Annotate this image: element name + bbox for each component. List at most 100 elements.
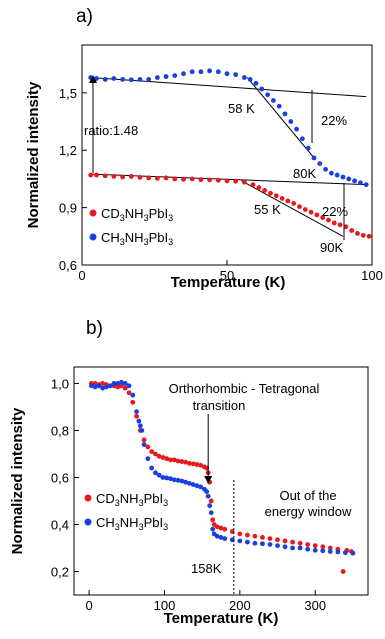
panel-b-label: b) [86, 318, 103, 339]
panel-b-point-ch3nh3pbi3 [312, 547, 318, 553]
panel-b-point-ch3nh3pbi3 [141, 442, 147, 447]
panel-b-plot-frame [73, 366, 369, 596]
panel-a-x-tick-label: 0 [78, 268, 85, 283]
panel-b-x-tick-label: 0 [85, 598, 92, 613]
panel-a-legend-label-ch: CH3NH3PbI3 [101, 230, 173, 247]
panel-a-point-ch3nh3pbi3 [94, 76, 99, 81]
panel-b-point-cd3nh3pbi3 [122, 385, 128, 391]
panel-b-transition-label-line2: transition [193, 398, 246, 413]
panel-b-legend: CD3NH3PbI3 CH3NH3PbI3 [84, 491, 168, 532]
panel-a-legend-marker-cd [89, 209, 97, 217]
panel-a-point-ch3nh3pbi3 [198, 69, 204, 75]
panel-a-point-ch3nh3pbi3 [271, 98, 276, 103]
panel-b-point-ch3nh3pbi3 [126, 383, 132, 389]
panel-b-point-cd3nh3pbi3 [222, 526, 228, 532]
panel-a-point-ch3nh3pbi3 [120, 77, 125, 82]
panel-a-point-cd3nh3pbi3 [215, 177, 221, 183]
panel-a-point-ch3nh3pbi3 [247, 77, 253, 82]
panel-a-point-ch3nh3pbi3 [317, 161, 323, 167]
panel-b-ticks: 0 100 200 300 0,2 0,4 0,6 0,8 1,0 [51, 376, 326, 613]
panel-b-point-ch3nh3pbi3 [267, 542, 273, 547]
panel-a-blue-onset-label: 58 K [228, 101, 255, 116]
panel-a-point-cd3nh3pbi3 [355, 231, 360, 236]
panel-b-point-ch3nh3pbi3 [88, 383, 94, 389]
panel-a-point-cd3nh3pbi3 [94, 172, 99, 178]
panel-a-reference-line [246, 77, 315, 159]
panel-b-point-cd3nh3pbi3 [160, 455, 166, 460]
panel-a-point-cd3nh3pbi3 [297, 204, 302, 210]
panel-a-point-ch3nh3pbi3 [305, 145, 311, 151]
panel-a-point-cd3nh3pbi3 [256, 185, 262, 190]
panel-b-point-ch3nh3pbi3 [252, 540, 258, 546]
panel-a-point-cd3nh3pbi3 [331, 220, 337, 226]
panel-a-point-ch3nh3pbi3 [102, 77, 108, 82]
panel-b-transition-temp-label: 158K [191, 561, 222, 576]
panel-a-point-cd3nh3pbi3 [250, 182, 256, 188]
panel-a-point-cd3nh3pbi3 [291, 201, 297, 206]
panel-b-legend-marker-ch [84, 518, 92, 526]
panel-b-point-cd3nh3pbi3 [164, 456, 170, 462]
panel-b-point-cd3nh3pbi3 [275, 537, 280, 543]
panel-b-point-cd3nh3pbi3 [267, 536, 273, 541]
panel-b-point-ch3nh3pbi3 [139, 428, 145, 433]
panel-b-point-ch3nh3pbi3 [164, 475, 170, 481]
panel-b-point-ch3nh3pbi3 [214, 533, 220, 539]
panel-a-point-ch3nh3pbi3 [311, 155, 317, 161]
panel-b: b) 0 100 200 300 0,2 0,4 0,6 0,8 1,0 Temperature… [9, 318, 369, 627]
panel-a-point-cd3nh3pbi3 [102, 173, 108, 179]
panel-b-legend-label-ch: CH3NH3PbI3 [96, 515, 168, 532]
panel-b-point-cd3nh3pbi3 [210, 517, 216, 523]
panel-a-reference-line [90, 77, 367, 98]
panel-b-point-cd3nh3pbi3 [252, 533, 258, 539]
panel-a-point-ch3nh3pbi3 [224, 71, 230, 77]
panel-a-point-ch3nh3pbi3 [242, 75, 247, 80]
panel-b-point-ch3nh3pbi3 [305, 546, 311, 552]
panel-b-window-label-line1: Out of the [279, 488, 336, 503]
panel-a-blue-end-label: 80K [293, 166, 316, 181]
panel-a-y-tick-label: 1,5 [59, 86, 77, 101]
panel-b-point-ch3nh3pbi3 [130, 392, 136, 398]
panel-b-point-ch3nh3pbi3 [96, 383, 102, 389]
panel-b-point-cd3nh3pbi3 [141, 437, 147, 443]
panel-a-point-cd3nh3pbi3 [320, 215, 326, 220]
panel-b-point-cd3nh3pbi3 [327, 545, 333, 551]
panel-b-point-cd3nh3pbi3 [312, 543, 318, 549]
panel-a-point-ch3nh3pbi3 [155, 75, 160, 80]
panel-b-transition-label-line1: Orthorhombic - Tetragonal [169, 381, 320, 396]
panel-a-point-cd3nh3pbi3 [285, 198, 291, 204]
panel-a-point-ch3nh3pbi3 [172, 73, 178, 79]
panel-b-point-ch3nh3pbi3 [100, 385, 106, 391]
panel-a-point-ch3nh3pbi3 [346, 176, 352, 182]
panel-b-x-axis-title: Temperature (K) [164, 610, 279, 627]
panel-a-point-ch3nh3pbi3 [300, 136, 305, 142]
panel-a-point-ch3nh3pbi3 [363, 182, 369, 188]
panel-a-point-ch3nh3pbi3 [259, 86, 265, 92]
panel-a-points [88, 68, 372, 239]
panel-a-point-cd3nh3pbi3 [366, 233, 372, 239]
panel-b-point-cd3nh3pbi3 [208, 498, 214, 504]
panel-b-point-ch3nh3pbi3 [208, 510, 214, 516]
panel-a-point-cd3nh3pbi3 [360, 232, 366, 238]
panel-a-x-axis-title: Temperature (K) [171, 274, 286, 291]
panel-a: a) 0 50 100 0,6 0,9 1,2 1,5 Temperature (K) No… [25, 6, 383, 291]
panel-b-point-cd3nh3pbi3 [115, 384, 121, 390]
panel-b-point-ch3nh3pbi3 [290, 545, 296, 551]
panel-b-point-cd3nh3pbi3 [100, 381, 106, 386]
panel-b-point-ch3nh3pbi3 [342, 550, 348, 556]
panel-b-point-ch3nh3pbi3 [297, 545, 303, 551]
panel-b-point-ch3nh3pbi3 [275, 543, 280, 549]
panel-b-point-ch3nh3pbi3 [320, 548, 326, 554]
panel-b-point-cd3nh3pbi3 [297, 540, 303, 546]
panel-b-point-cd3nh3pbi3 [134, 413, 139, 419]
panel-b-points [88, 379, 356, 574]
panel-b-point-ch3nh3pbi3 [186, 480, 192, 486]
panel-b-point-cd3nh3pbi3 [175, 458, 181, 464]
panel-b-point-ch3nh3pbi3 [260, 541, 265, 547]
panel-b-legend-marker-cd [84, 494, 92, 502]
panel-b-point-cd3nh3pbi3 [218, 525, 224, 531]
panel-a-point-cd3nh3pbi3 [120, 174, 125, 180]
panel-b-point-cd3nh3pbi3 [198, 462, 204, 468]
panel-b-point-ch3nh3pbi3 [218, 535, 224, 540]
panel-a-point-cd3nh3pbi3 [146, 175, 152, 181]
panel-b-point-cd3nh3pbi3 [186, 460, 192, 466]
